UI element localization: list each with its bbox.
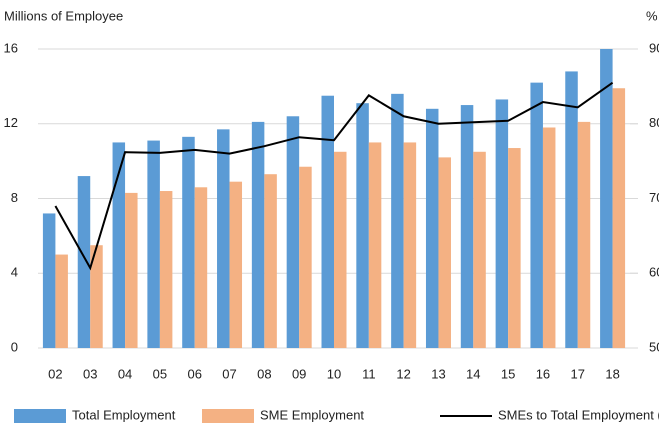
x-tick-label: 05 [153, 366, 167, 381]
x-tick-label: 18 [605, 366, 619, 381]
bar [368, 142, 382, 348]
bar [147, 140, 160, 348]
bar [264, 174, 277, 348]
bar [42, 213, 56, 348]
x-tick-label: 12 [396, 366, 410, 381]
x-tick-label: 11 [362, 366, 376, 381]
bar [473, 151, 486, 348]
legend-label: SMEs to Total Employment (RHS) [498, 407, 659, 422]
x-tick-label: 08 [257, 366, 271, 381]
y2-tick-label: 90 [649, 40, 659, 55]
bar [125, 192, 138, 348]
x-tick-label: 04 [118, 366, 132, 381]
bar [530, 82, 543, 348]
x-tick-label: 16 [536, 366, 550, 381]
x-tick-label: 13 [431, 366, 445, 381]
x-tick-label: 14 [466, 366, 480, 381]
bar [229, 181, 243, 348]
bar [90, 245, 103, 348]
x-tick-label: 03 [83, 366, 97, 381]
y-axis-label: Millions of Employee [4, 8, 123, 23]
bar [542, 127, 556, 348]
y2-tick-label: 70 [649, 190, 659, 205]
bar [194, 187, 208, 348]
y2-tick-label: 80 [649, 115, 659, 130]
bar [460, 105, 474, 348]
bar [321, 95, 334, 348]
y2-tick-label: 60 [649, 265, 659, 280]
bar [356, 103, 369, 348]
x-tick-label: 07 [222, 366, 236, 381]
bar [77, 176, 91, 348]
y2-tick-label: 50 [649, 339, 659, 354]
bar [438, 157, 451, 348]
bar [403, 142, 417, 348]
bar [508, 148, 521, 348]
bar [299, 166, 312, 348]
bar [217, 129, 230, 348]
bar [159, 191, 173, 348]
x-tick-label: 15 [501, 366, 515, 381]
bar [286, 116, 300, 349]
y2-axis-label: % [646, 8, 658, 23]
line [54, 81, 614, 271]
y-tick-label: 4 [11, 265, 18, 280]
bar [577, 121, 591, 348]
legend-label: Total Employment [72, 407, 176, 422]
bar [425, 108, 439, 348]
bar [391, 93, 404, 348]
y-tick-label: 8 [11, 190, 18, 205]
legend-swatch [202, 409, 254, 423]
x-tick-label: 02 [48, 366, 62, 381]
legend-label: SME Employment [260, 407, 364, 422]
bar [612, 88, 626, 349]
x-tick-label: 09 [292, 366, 306, 381]
x-tick-label: 06 [187, 366, 201, 381]
bar [55, 254, 68, 348]
bar [600, 49, 613, 348]
bar [334, 151, 347, 348]
legend-swatch [14, 409, 66, 423]
bar [495, 99, 509, 348]
y-tick-label: 0 [11, 339, 18, 354]
x-tick-label: 17 [571, 366, 585, 381]
y-tick-label: 16 [4, 40, 18, 55]
bar [565, 71, 578, 349]
bar [251, 121, 265, 348]
bar [112, 142, 126, 348]
bar [182, 136, 195, 348]
y-tick-label: 12 [4, 115, 18, 130]
x-tick-label: 10 [327, 366, 341, 381]
